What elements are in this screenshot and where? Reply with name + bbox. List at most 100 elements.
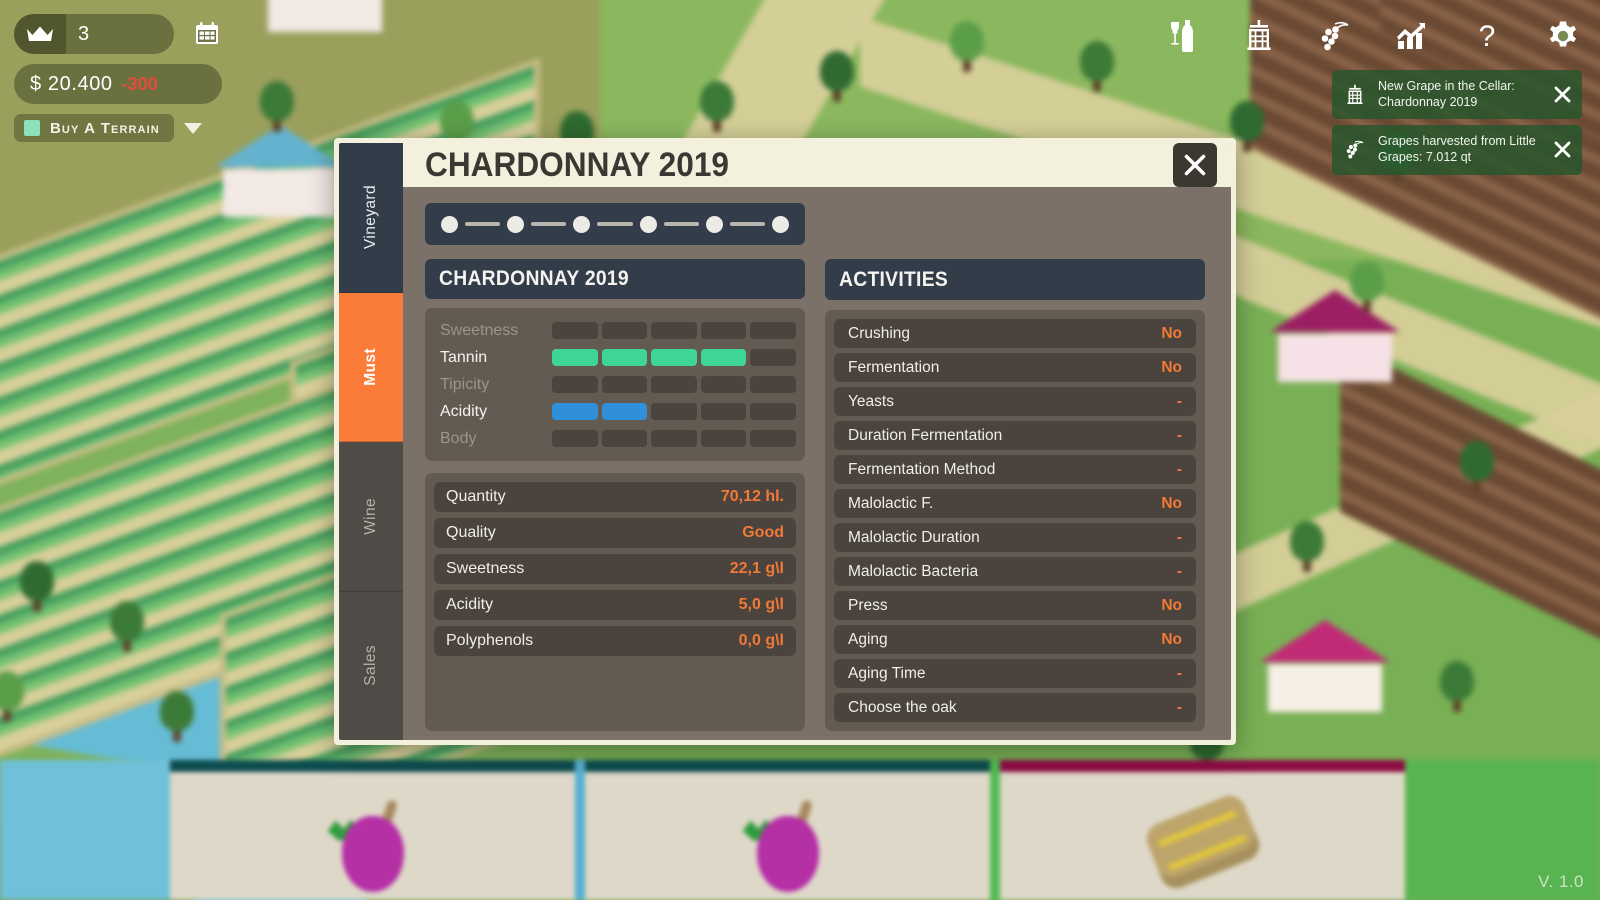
gear-icon[interactable] (1546, 18, 1580, 54)
step-dot-1[interactable] (441, 215, 458, 233)
version-label: V. 1.0 (1538, 872, 1584, 891)
tab-wine[interactable]: Wine (339, 442, 403, 592)
activity-row-fermentation-method[interactable]: Fermentation Method - (834, 455, 1196, 484)
help-icon[interactable]: ? (1470, 18, 1504, 54)
step-line (663, 222, 699, 226)
notification-item[interactable]: Grapes harvested from Little Grapes: 7.0… (1332, 125, 1582, 175)
activity-row-choose-the-oak[interactable]: Choose the oak - (834, 693, 1196, 722)
notification-item[interactable]: New Grape in the Cellar: Chardonnay 2019 (1332, 70, 1582, 120)
tab-vineyard[interactable]: Vineyard (339, 143, 403, 293)
tree (1350, 260, 1384, 312)
stat-value: Good (742, 524, 784, 541)
farm-building (260, 0, 390, 32)
step-line (729, 222, 766, 226)
tree (950, 20, 984, 72)
tree (160, 690, 194, 742)
step-line (597, 222, 633, 226)
tree (20, 560, 54, 612)
tab-must-label: Must (362, 347, 379, 386)
stat-row-sweetness[interactable]: Sweetness 22,1 g\l (434, 554, 796, 584)
must-panel: Chardonnay 2019 Sweetness Tannin (425, 203, 805, 731)
activity-label: Crushing (848, 324, 911, 342)
level-indicator: 3 (14, 14, 218, 54)
money-indicator: $ 20.400 -300 (14, 64, 222, 104)
stat-label: Polyphenols (446, 632, 534, 649)
stat-value: 22,1 g\l (729, 560, 784, 577)
stat-row-quantity[interactable]: Quantity 70,12 hl. (434, 482, 796, 512)
step-line (531, 222, 567, 226)
activity-value: - (1176, 460, 1182, 478)
attribute-row: Sweetness (434, 317, 796, 344)
activity-row-aging-time[interactable]: Aging Time - (834, 659, 1196, 688)
stat-row-polyphenols[interactable]: Polyphenols 0,0 g\l (434, 626, 796, 656)
attribute-label-tipicity: Tipicity (440, 375, 490, 393)
stat-label: Acidity (446, 596, 494, 613)
activity-value: - (1176, 528, 1182, 546)
tree (820, 50, 854, 102)
background-card (1000, 760, 1405, 900)
attribute-bar-sweetness (552, 322, 796, 339)
notification-stack: New Grape in the Cellar: Chardonnay 2019 (1332, 70, 1582, 175)
dialog-header: Chardonnay 2019 (403, 143, 1231, 187)
activity-row-aging[interactable]: Aging No (834, 625, 1196, 654)
close-icon[interactable] (1550, 141, 1574, 158)
activity-row-malolactic-f[interactable]: Malolactic F. No (834, 489, 1196, 518)
activity-row-press[interactable]: Press No (834, 591, 1196, 620)
step-line (465, 222, 501, 226)
tab-must[interactable]: Must (339, 292, 403, 442)
tree (1440, 660, 1474, 712)
attribute-bar-body (552, 430, 796, 447)
stat-label: Sweetness (446, 560, 525, 577)
money-amount: $ 20.400 (30, 72, 113, 95)
activities-title: Activities (839, 267, 949, 291)
buy-terrain-button[interactable]: Buy a Terrain (14, 114, 174, 142)
wine-bottle-icon[interactable] (1166, 18, 1200, 54)
attribute-label-acidity: Acidity (440, 402, 488, 420)
activity-label: Malolactic F. (848, 494, 934, 512)
activity-label: Aging Time (848, 664, 926, 682)
step-dot-6[interactable] (772, 215, 790, 233)
step-dot-2[interactable] (507, 215, 525, 233)
tab-sales[interactable]: Sales (339, 591, 403, 740)
chart-icon[interactable] (1394, 18, 1428, 54)
stat-row-acidity[interactable]: Acidity 5,0 g\l (434, 590, 796, 620)
calendar-icon[interactable] (186, 14, 228, 54)
attribute-row: Acidity (434, 398, 796, 425)
stats-box: Quantity 70,12 hl. Quality Good Sweetnes… (425, 473, 805, 731)
activity-label: Aging (848, 630, 888, 648)
activities-box: Crushing No Fermentation No Yeasts - (825, 310, 1205, 731)
activity-row-fermentation[interactable]: Fermentation No (834, 353, 1196, 382)
activity-value: - (1176, 562, 1182, 580)
activity-value: No (1161, 630, 1182, 648)
activities-panel: Activities Crushing No Fermentation No (825, 203, 1205, 731)
stat-value: 5,0 g\l (738, 596, 784, 613)
svg-text:?: ? (1479, 20, 1496, 52)
tab-vineyard-label: Vineyard (362, 185, 379, 250)
activity-row-malolactic-bacteria[interactable]: Malolactic Bacteria - (834, 557, 1196, 586)
activity-label: Fermentation (848, 358, 940, 376)
wine-press-icon[interactable] (1242, 18, 1276, 54)
activity-value: - (1176, 392, 1182, 410)
close-icon[interactable] (1550, 86, 1574, 103)
activity-label: Choose the oak (848, 698, 957, 716)
step-dot-3[interactable] (573, 215, 591, 233)
activity-label: Malolactic Duration (848, 528, 980, 546)
activity-row-yeasts[interactable]: Yeasts - (834, 387, 1196, 416)
chevron-down-icon[interactable] (183, 122, 202, 134)
step-dot-5[interactable] (705, 215, 723, 233)
activity-row-duration-fermentation[interactable]: Duration Fermentation - (834, 421, 1196, 450)
stat-row-quality[interactable]: Quality Good (434, 518, 796, 548)
activity-row-crushing[interactable]: Crushing No (834, 319, 1196, 348)
tree (1460, 440, 1494, 492)
terrain-color-swatch (24, 120, 40, 136)
close-icon[interactable] (1173, 143, 1217, 187)
activity-value: - (1176, 698, 1182, 716)
activity-label: Duration Fermentation (848, 426, 1003, 444)
dialog-vertical-tabs: Vineyard Must Wine Sales (339, 143, 403, 740)
stat-label: Quantity (446, 488, 506, 505)
activity-row-malolactic-duration[interactable]: Malolactic Duration - (834, 523, 1196, 552)
tab-wine-label: Wine (362, 497, 379, 535)
step-dot-4[interactable] (639, 215, 657, 233)
activity-label: Fermentation Method (848, 460, 996, 478)
grapes-icon[interactable] (1318, 18, 1352, 54)
